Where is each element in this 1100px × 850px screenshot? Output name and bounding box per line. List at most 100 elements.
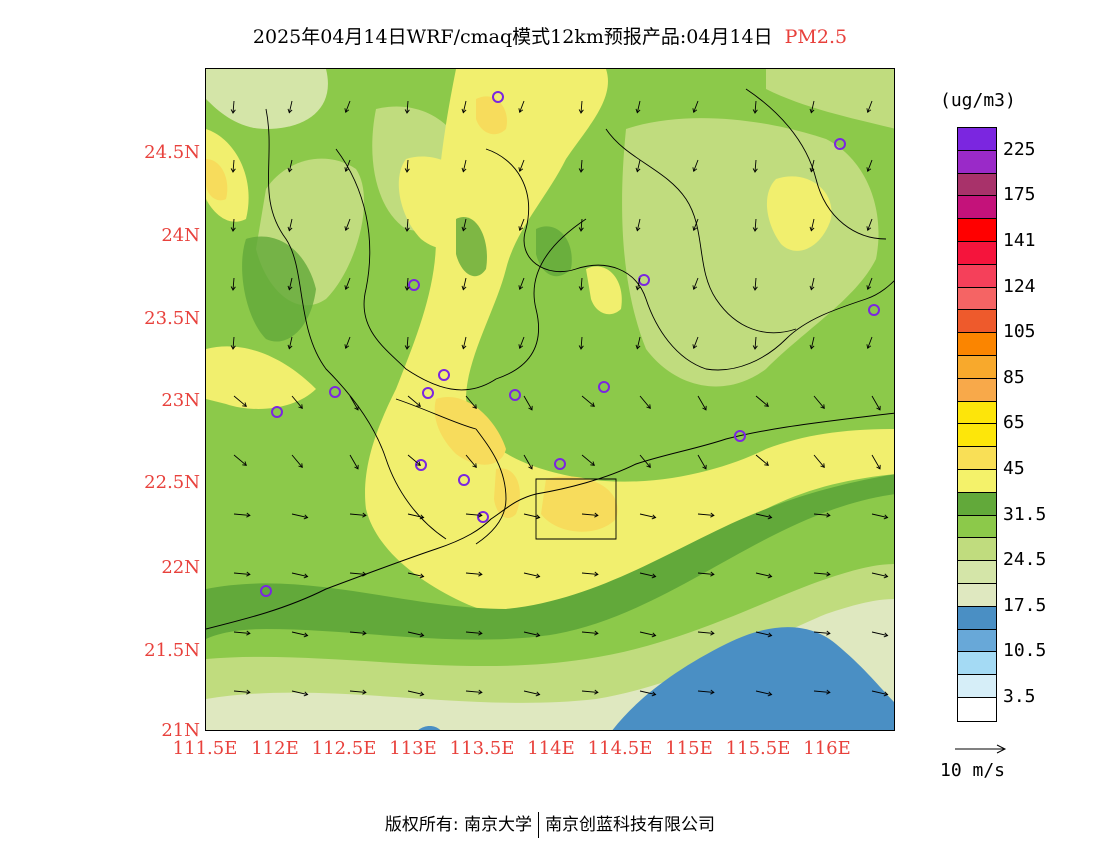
wind-vector: [407, 690, 424, 696]
wind-vector-head: [287, 108, 293, 114]
wind-vector: [349, 690, 366, 693]
lat-tick-5: 22N: [161, 557, 200, 578]
wind-vector: [462, 277, 467, 290]
wind-vector-head: [809, 226, 815, 232]
lat-tick-2: 23.5N: [144, 308, 200, 329]
wind-vector: [580, 159, 583, 173]
wind-vector-head: [230, 109, 236, 114]
wind-vector-head: [578, 168, 584, 173]
wind-vector-head: [287, 285, 293, 291]
wind-vector: [810, 336, 815, 349]
wind-vector-head: [590, 461, 595, 466]
wind-vector: [406, 336, 409, 350]
colorbar-label: 141: [1003, 230, 1036, 251]
wind-vector: [233, 395, 247, 407]
wind-vector-head: [404, 109, 410, 114]
wind-vector: [232, 277, 235, 291]
wind-vector: [754, 336, 757, 350]
colorbar-swatch: [958, 675, 996, 698]
wind-vector: [697, 631, 714, 634]
wind-vector: [693, 159, 699, 172]
wind-vector-head: [472, 404, 477, 409]
colorbar-swatch: [958, 264, 996, 288]
wind-vector-head: [246, 512, 251, 518]
wind-vector-head: [866, 108, 872, 113]
wind-vector: [465, 690, 482, 693]
wind-vector-head: [578, 345, 584, 350]
wind-vector: [813, 572, 830, 575]
wind-vector-head: [767, 514, 773, 520]
wind-vector-head: [344, 167, 350, 172]
wind-vector-head: [702, 405, 707, 411]
wind-vector-head: [692, 108, 698, 113]
wind-vector-head: [764, 461, 769, 466]
wind-vector: [345, 277, 351, 290]
wind-vector-head: [826, 571, 831, 577]
wind-vector-head: [461, 285, 467, 291]
wind-vector-head: [461, 167, 467, 173]
wind-vector-head: [518, 344, 524, 349]
wind-vector-head: [535, 573, 541, 579]
wind-vector: [867, 277, 873, 290]
lon-tick-7: 115E: [665, 738, 713, 759]
wind-vector-head: [752, 286, 758, 291]
lat-tick-7: 21N: [161, 720, 200, 741]
title-variable: PM2.5: [784, 26, 848, 48]
wind-vector: [233, 631, 250, 634]
wind-vector-head: [230, 168, 236, 173]
wind-vector-head: [419, 632, 425, 638]
wind-vector-head: [362, 571, 367, 577]
wind-vector: [465, 631, 482, 634]
wind-vector: [349, 454, 359, 470]
wind-vector: [291, 572, 308, 578]
wind-vector-head: [461, 344, 467, 350]
wind-vector: [871, 690, 888, 696]
colorbar-label: 24.5: [1003, 549, 1047, 571]
wind-vector: [636, 277, 641, 290]
wind-vector-head: [692, 226, 698, 231]
wind-vector: [755, 454, 769, 466]
wind-vector-head: [303, 573, 309, 579]
wind-vector: [349, 513, 366, 516]
wind-vector: [291, 690, 308, 696]
wind-vector-head: [535, 514, 541, 520]
wind-vector-head: [354, 464, 359, 470]
colorbar-swatch: [958, 606, 996, 630]
wind-vector: [697, 454, 707, 470]
wind-vector: [871, 513, 888, 519]
colorbar-swatch: [958, 652, 996, 676]
wind-vector-head: [242, 461, 247, 466]
wind-vector-head: [578, 227, 584, 232]
colorbar-label: 175: [1003, 184, 1036, 206]
wind-vector: [639, 395, 651, 409]
lon-tick-8: 115.5E: [725, 738, 791, 759]
wind-vector-head: [752, 345, 758, 350]
wind-vector: [465, 454, 477, 468]
wind-vector: [345, 100, 351, 113]
wind-vector: [523, 631, 540, 637]
wind-vector: [288, 218, 293, 231]
wind-vector-head: [478, 689, 483, 695]
wind-vector: [291, 513, 308, 519]
wind-vector: [867, 100, 873, 113]
wind-vector-head: [478, 512, 483, 518]
wind-vector-head: [528, 405, 533, 411]
lat-tick-3: 23N: [161, 390, 200, 411]
wind-vector: [697, 690, 714, 693]
wind-vector: [867, 336, 873, 349]
colorbar-swatch: [958, 196, 996, 220]
wind-vector: [523, 395, 533, 411]
wind-vector: [755, 395, 769, 407]
wind-vector-head: [362, 689, 367, 695]
wind-vector: [639, 572, 656, 578]
colorbar-swatch: [958, 333, 996, 356]
wind-vector-head: [820, 404, 825, 409]
wind-vector: [693, 336, 699, 349]
wind-vector-head: [883, 514, 889, 520]
wind-vector: [291, 395, 303, 409]
wind-vector: [233, 572, 250, 575]
wind-vector-head: [826, 512, 831, 518]
wind-vector-head: [826, 630, 831, 636]
wind-vector-head: [416, 461, 421, 466]
lon-tick-3: 113E: [389, 738, 437, 759]
